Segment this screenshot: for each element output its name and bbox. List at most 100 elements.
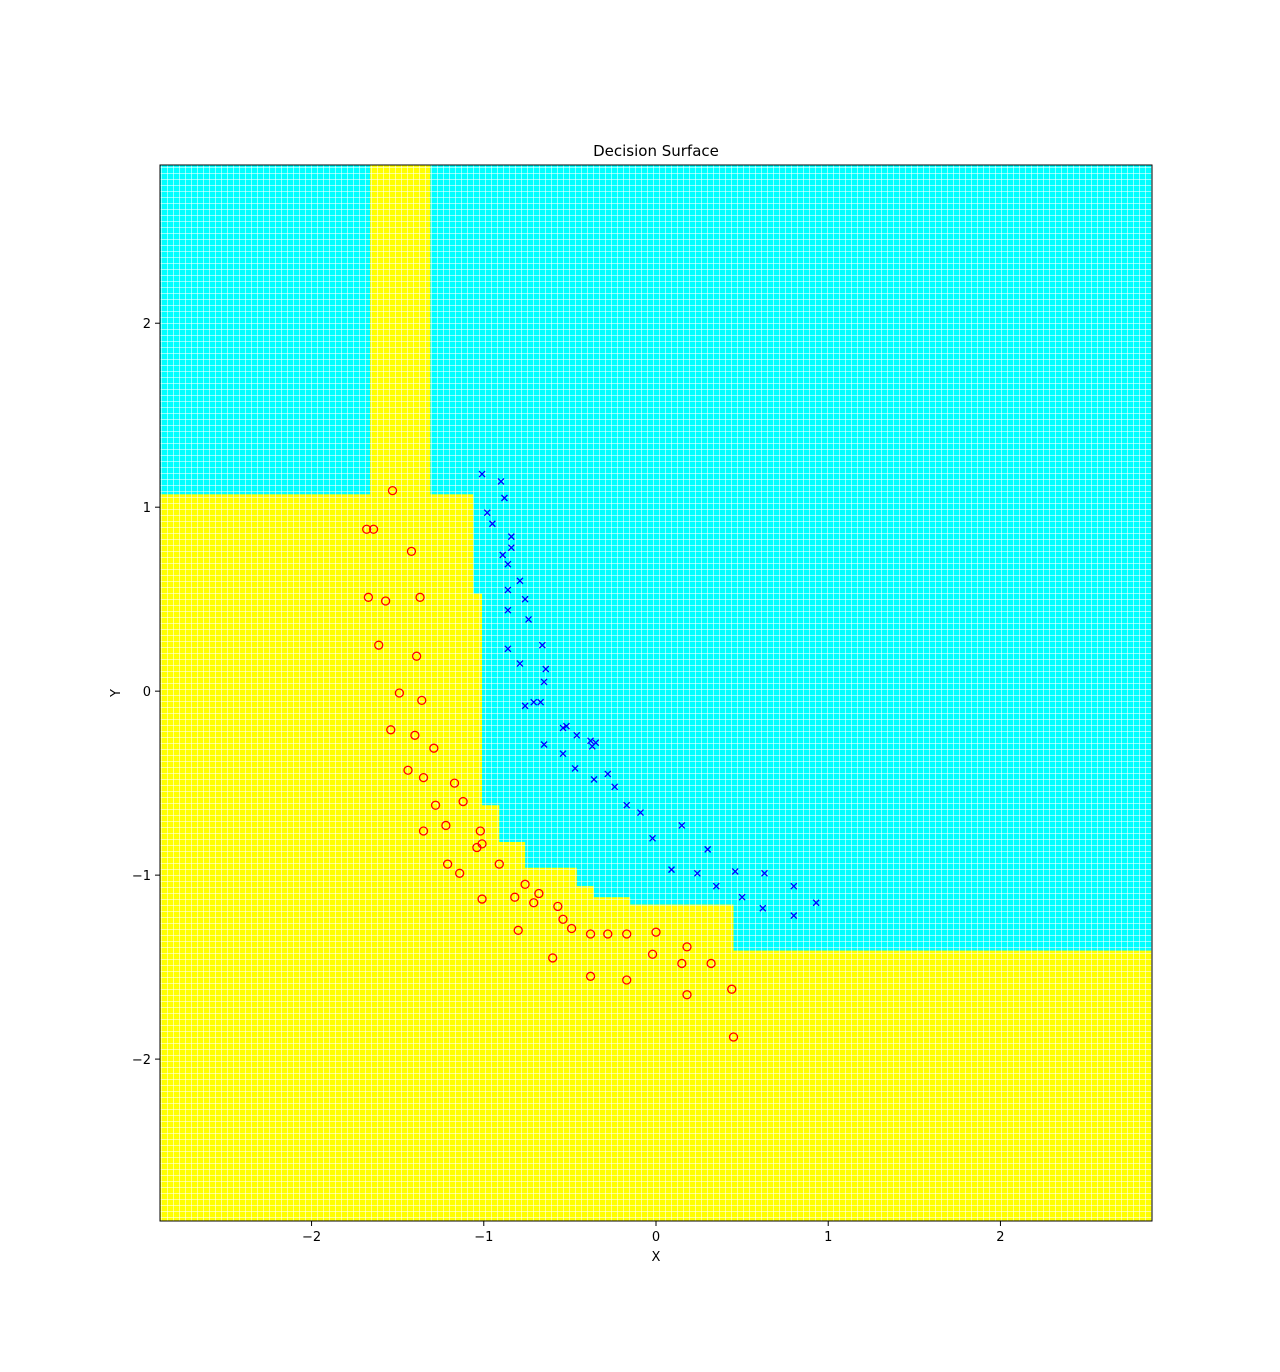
point-class-1: [504, 560, 512, 568]
point-class-0: [558, 914, 568, 924]
point-class-0: [529, 898, 539, 908]
point-class-0: [429, 743, 439, 753]
x-tick-label: 0: [652, 1230, 660, 1245]
point-class-0: [455, 868, 465, 878]
x-axis-ticks: −2 −1 0 1 2: [302, 1221, 1005, 1245]
point-class-1: [761, 869, 768, 877]
y-axis-label: Y: [109, 689, 124, 698]
point-class-1: [500, 494, 508, 502]
point-class-1: [731, 867, 739, 875]
point-class-1: [590, 776, 598, 783]
point-class-0: [410, 730, 420, 740]
point-class-1: [499, 551, 507, 559]
point-class-1: [525, 615, 533, 623]
point-class-1: [559, 750, 567, 758]
point-class-1: [623, 801, 631, 809]
point-class-0: [418, 772, 429, 783]
y-tick-label: −1: [132, 869, 151, 884]
point-class-0: [475, 826, 485, 836]
point-class-0: [368, 524, 379, 534]
point-class-0: [430, 800, 441, 810]
point-class-1: [559, 724, 567, 732]
point-class-0: [494, 859, 504, 869]
point-class-0: [682, 990, 692, 1000]
point-class-1: [530, 698, 538, 706]
point-class-0: [477, 839, 487, 849]
point-class-1: [507, 533, 515, 541]
point-class-0: [603, 929, 613, 939]
x-tick-label: 2: [996, 1230, 1004, 1245]
point-class-1: [538, 641, 546, 649]
point-class-1: [504, 645, 512, 653]
point-class-0: [449, 778, 460, 788]
point-class-1: [483, 509, 491, 517]
point-class-0: [534, 888, 544, 899]
point-class-0: [585, 929, 596, 939]
point-class-0: [387, 485, 398, 496]
point-class-0: [362, 524, 372, 534]
point-class-1: [478, 470, 486, 478]
point-class-1: [649, 834, 657, 842]
point-class-0: [477, 894, 487, 904]
y-tick-label: −2: [132, 1053, 151, 1068]
point-class-1: [488, 520, 496, 528]
point-class-1: [521, 702, 529, 710]
point-class-0: [418, 826, 429, 836]
point-class-1: [516, 660, 524, 668]
point-class-1: [562, 722, 570, 730]
point-class-1: [540, 741, 548, 748]
point-class-1: [521, 595, 529, 603]
point-class-1: [540, 678, 548, 686]
point-class-1: [504, 606, 512, 614]
point-class-0: [406, 546, 417, 556]
point-class-0: [727, 984, 737, 994]
point-class-0: [415, 592, 425, 602]
point-class-0: [566, 923, 577, 934]
y-axis-ticks: −2 −1 0 1 2: [132, 317, 160, 1068]
point-class-0: [622, 929, 632, 939]
point-class-1: [759, 904, 767, 912]
point-class-0: [520, 879, 530, 889]
point-class-1: [604, 770, 612, 778]
point-class-1: [573, 731, 581, 739]
point-class-1: [504, 586, 512, 594]
point-class-0: [706, 958, 716, 969]
mesh-overlay: [160, 165, 1152, 1221]
point-class-1: [738, 893, 746, 901]
y-tick-label: 2: [143, 317, 151, 332]
point-class-1: [704, 845, 712, 853]
point-class-0: [394, 688, 405, 698]
point-class-0: [585, 971, 596, 981]
point-class-0: [682, 942, 692, 952]
point-class-1: [637, 809, 644, 817]
point-class-1: [790, 912, 798, 920]
point-class-0: [548, 953, 558, 963]
point-class-0: [441, 820, 451, 831]
point-class-1: [497, 477, 505, 485]
point-class-0: [513, 925, 523, 935]
point-class-0: [728, 1032, 739, 1042]
point-class-1: [587, 737, 595, 745]
point-class-0: [458, 796, 468, 807]
point-class-0: [677, 958, 687, 969]
y-tick-label: 1: [143, 501, 151, 516]
point-class-1: [790, 882, 798, 890]
x-tick-label: −1: [474, 1230, 493, 1245]
point-class-0: [553, 901, 563, 912]
point-class-1: [571, 764, 579, 772]
point-class-0: [374, 640, 384, 650]
y-tick-label: 0: [143, 685, 151, 700]
point-class-0: [442, 859, 453, 869]
point-class-0: [622, 975, 632, 985]
point-class-0: [651, 927, 661, 937]
point-class-1: [668, 866, 675, 874]
point-class-0: [411, 651, 422, 661]
point-class-1: [678, 822, 686, 829]
point-class-1: [712, 882, 720, 890]
data-points: [362, 470, 820, 1042]
point-class-1: [592, 739, 600, 747]
point-class-0: [510, 892, 520, 902]
point-class-1: [507, 544, 515, 552]
point-class-1: [611, 783, 619, 791]
